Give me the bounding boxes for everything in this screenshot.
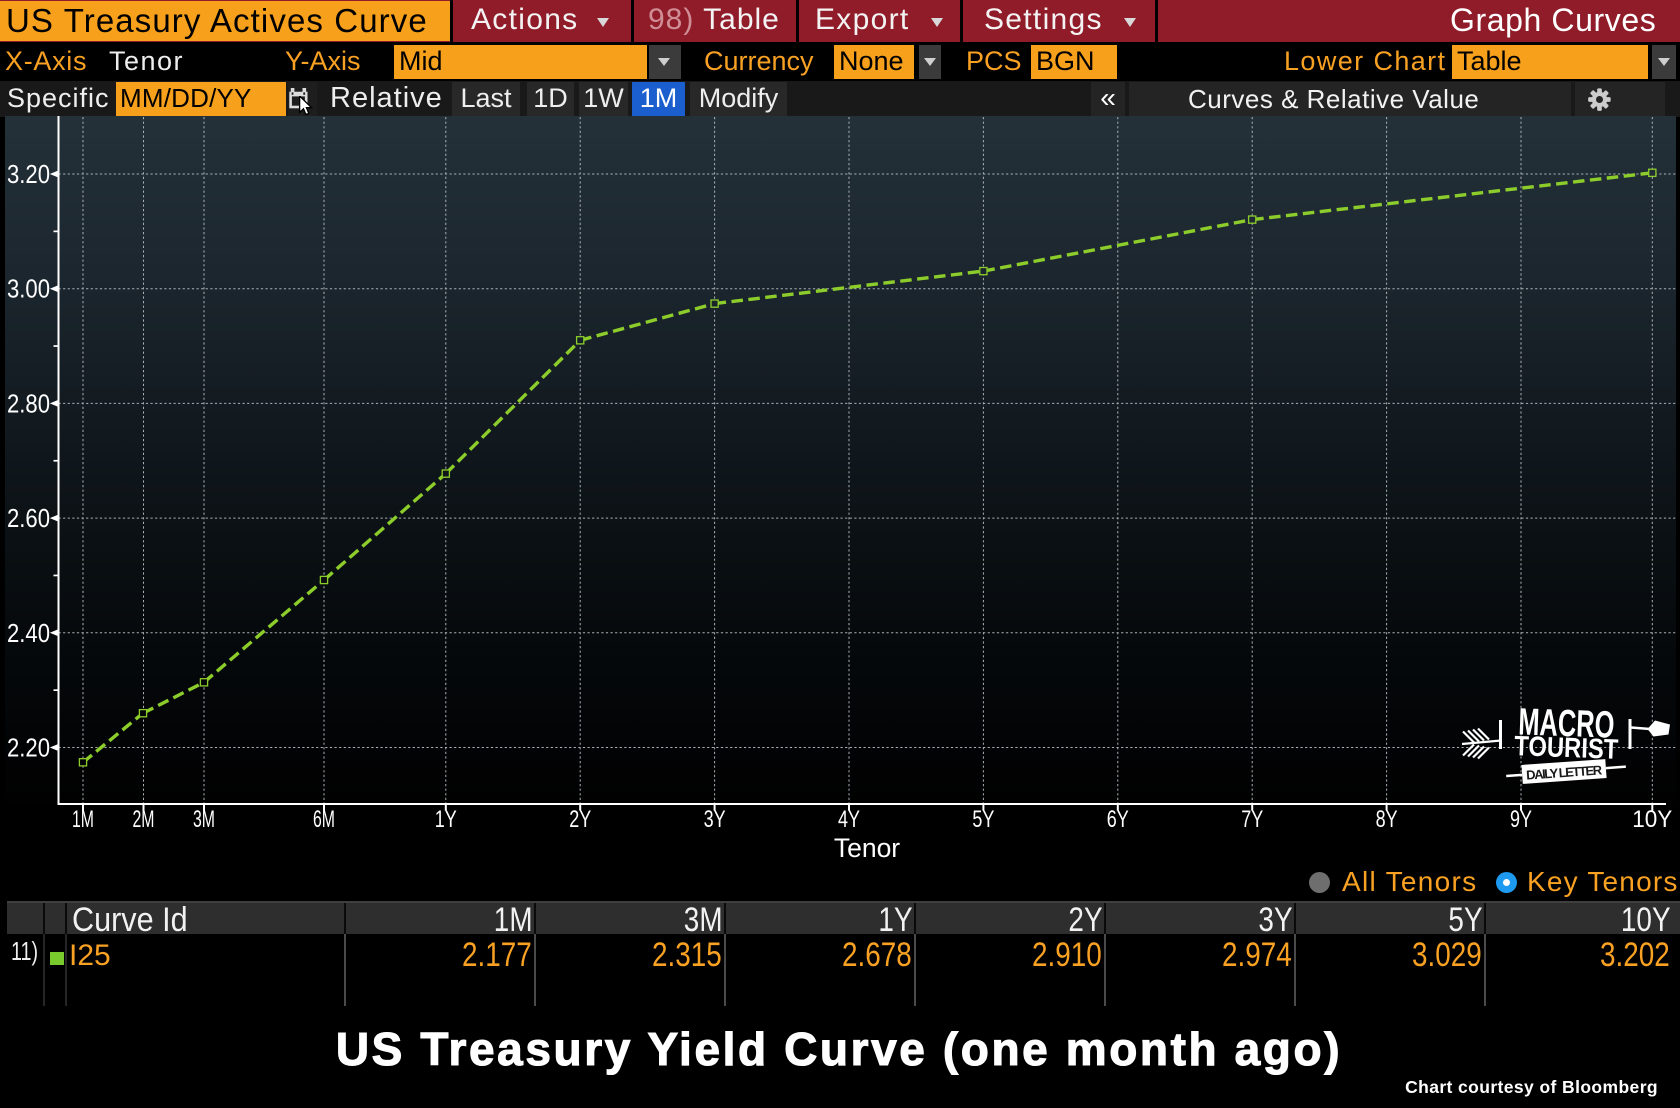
svg-text:2Y: 2Y	[569, 806, 591, 833]
svg-text:1M: 1M	[72, 806, 94, 833]
svg-text:2.80: 2.80	[7, 388, 50, 418]
svg-text:1Y: 1Y	[435, 806, 457, 833]
svg-text:3.00: 3.00	[7, 274, 50, 304]
svg-text:2M: 2M	[133, 806, 155, 833]
svg-text:10Y: 10Y	[1632, 806, 1672, 833]
svg-text:7Y: 7Y	[1241, 806, 1263, 833]
svg-text:2.40: 2.40	[7, 618, 50, 648]
svg-text:4Y: 4Y	[838, 806, 860, 833]
svg-text:MACRO: MACRO	[1518, 701, 1615, 746]
svg-text:6M: 6M	[313, 806, 335, 833]
svg-text:3M: 3M	[193, 806, 215, 833]
svg-text:8Y: 8Y	[1376, 806, 1398, 833]
svg-text:3.20: 3.20	[7, 159, 50, 189]
svg-text:DAILY LETTER: DAILY LETTER	[1526, 762, 1603, 782]
svg-text:2.60: 2.60	[7, 503, 50, 533]
svg-text:TOURIST: TOURIST	[1514, 730, 1619, 765]
svg-text:2.20: 2.20	[7, 733, 50, 763]
svg-text:6Y: 6Y	[1107, 806, 1129, 833]
svg-text:9Y: 9Y	[1510, 806, 1532, 833]
svg-text:3Y: 3Y	[704, 806, 726, 833]
svg-text:5Y: 5Y	[972, 806, 994, 833]
svg-text:Tenor: Tenor	[834, 833, 900, 862]
